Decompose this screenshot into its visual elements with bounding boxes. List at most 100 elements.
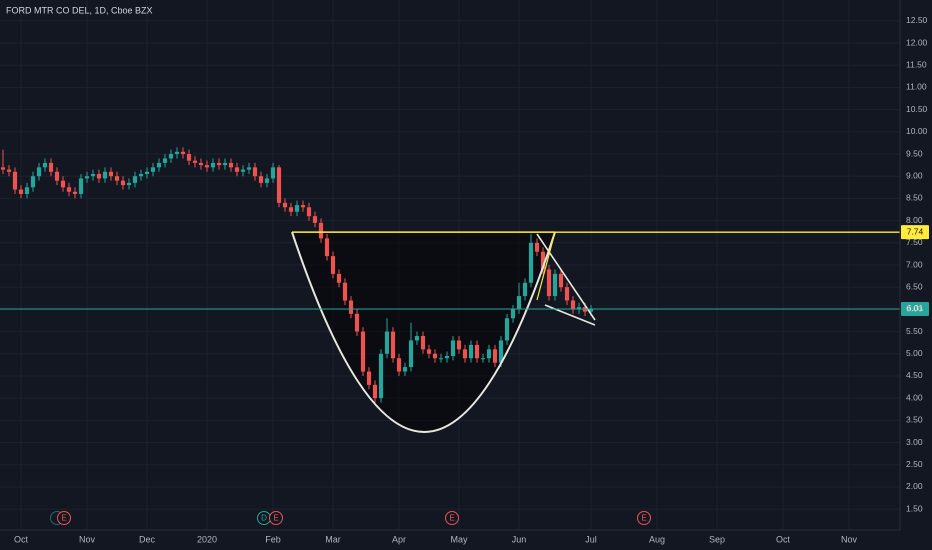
x-tick-label: Nov	[79, 534, 96, 544]
candle-body	[192, 160, 198, 163]
event-label: E	[61, 514, 66, 523]
candle-body	[156, 162, 162, 168]
y-tick-label: 2.50	[906, 459, 923, 469]
overlay: 7.746.01E D E E E	[0, 225, 929, 525]
candle-body	[102, 171, 108, 179]
y-tick-label: 11.50	[906, 60, 927, 70]
candle-body	[114, 176, 120, 181]
candle-body	[372, 384, 378, 399]
y-tick-label: 4.00	[906, 392, 923, 402]
candle-body	[234, 167, 240, 172]
candle-body	[306, 207, 312, 217]
candle-body	[84, 176, 90, 179]
candle-body	[558, 273, 564, 288]
candle-body	[120, 180, 126, 186]
candle-body	[60, 180, 66, 188]
candles	[0, 147, 594, 403]
candle-body	[510, 309, 516, 319]
y-tick-label: 5.50	[906, 326, 923, 336]
y-tick-label: 9.00	[906, 170, 923, 180]
candle-body	[474, 344, 480, 359]
candle-body	[282, 202, 288, 208]
candle-body	[468, 344, 474, 359]
x-tick-label: Mar	[325, 534, 341, 544]
candle-body	[540, 251, 546, 270]
candle-body	[504, 318, 510, 341]
candle-body	[312, 216, 318, 223]
y-tick-label: 12.50	[906, 15, 928, 25]
candle-body	[0, 167, 6, 170]
y-tick-label: 5.00	[906, 348, 923, 358]
candle-body	[564, 287, 570, 301]
x-tick-label: Jun	[512, 534, 527, 544]
candle-body	[390, 331, 396, 359]
y-tick-label: 6.00	[906, 304, 923, 314]
candle-body	[288, 207, 294, 212]
y-tick-label: 3.00	[906, 437, 923, 447]
candle-body	[270, 167, 276, 179]
candle-body	[144, 171, 150, 175]
candle-body	[168, 154, 174, 159]
candle-body	[378, 353, 384, 399]
candle-body	[384, 331, 390, 354]
candle-body	[252, 167, 258, 177]
candle-body	[342, 282, 348, 301]
candle-body	[228, 162, 234, 168]
chart-title: FORD MTR CO DEL, 1D, Cboe BZX	[6, 5, 153, 15]
candle-body	[492, 349, 498, 363]
candle-body	[354, 313, 360, 332]
candle-body	[12, 171, 18, 190]
event-label: E	[641, 514, 646, 523]
candle-body	[108, 171, 114, 177]
candle-body	[348, 300, 354, 314]
cup-curve	[291, 231, 556, 433]
candle-body	[90, 174, 96, 177]
candle-body	[576, 307, 582, 310]
event-label: D	[261, 514, 267, 523]
candle-body	[180, 151, 186, 155]
y-tick-label: 7.00	[906, 259, 923, 269]
candle-body	[552, 273, 558, 297]
candle-body	[132, 176, 138, 183]
candle-body	[66, 187, 72, 192]
candle-body	[486, 349, 492, 359]
candle-body	[300, 205, 306, 208]
y-tick-label: 10.50	[906, 104, 928, 114]
candle-body	[24, 187, 30, 194]
y-tick-label: 6.50	[906, 281, 923, 291]
candle-body	[318, 222, 324, 239]
candle-body	[444, 355, 450, 359]
candle-body	[438, 358, 444, 360]
event-marker	[269, 511, 283, 525]
candle-body	[174, 151, 180, 155]
candle-body	[570, 300, 576, 310]
x-tick-label: 2020	[197, 534, 217, 544]
x-tick-label: Dec	[139, 534, 156, 544]
candle-body	[462, 349, 468, 359]
candle-body	[402, 367, 408, 372]
handle-lines	[536, 233, 596, 326]
candle-body	[222, 162, 228, 166]
y-tick-label: 12.00	[906, 37, 928, 47]
candle-body	[426, 349, 432, 354]
candle-body	[18, 189, 24, 194]
candle-body	[258, 176, 264, 183]
candle-body	[126, 182, 132, 186]
y-tick-label: 7.50	[906, 237, 923, 247]
candle-body	[276, 167, 282, 203]
candle-body	[6, 169, 12, 172]
y-tick-label: 1.50	[906, 503, 923, 513]
x-tick-label: May	[450, 534, 468, 544]
candle-body	[360, 331, 366, 372]
event-marker	[445, 511, 459, 525]
x-tick-label: Oct	[776, 534, 791, 544]
candle-body	[246, 167, 252, 170]
event-label: E	[273, 514, 278, 523]
candle-body	[264, 178, 270, 183]
candle-body	[72, 191, 78, 194]
candle-body	[330, 256, 336, 274]
level-label-box	[901, 301, 929, 316]
y-tick-label: 3.50	[906, 415, 923, 425]
